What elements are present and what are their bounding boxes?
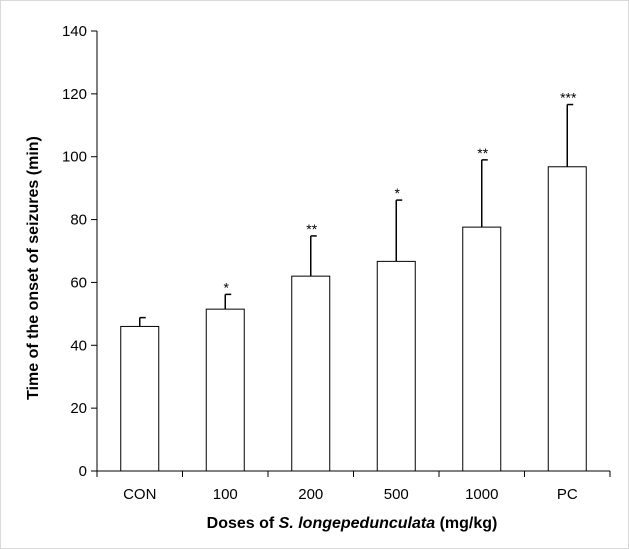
bar	[376, 260, 416, 472]
significance-marker: ***	[560, 90, 577, 106]
x-axis-title-species: S. longepedunculata	[279, 515, 436, 532]
bar	[120, 325, 160, 472]
x-axis-title-unit: (mg/kg)	[435, 515, 497, 532]
y-tick-label: 140	[62, 23, 87, 40]
bar	[547, 166, 587, 472]
x-axis-title-prefix: Doses of	[207, 515, 279, 532]
x-tick-label: 100	[213, 486, 238, 503]
x-tick-label: PC	[557, 486, 578, 503]
y-tick-label: 0	[79, 463, 87, 480]
bars-group	[120, 166, 587, 472]
significance-marker: *	[224, 279, 230, 295]
y-tick-label: 40	[70, 337, 87, 354]
x-tick-label: 200	[298, 486, 323, 503]
significance-marker: **	[306, 221, 317, 237]
y-tick-label: 80	[70, 212, 87, 229]
bar	[291, 275, 331, 472]
y-tick-label: 60	[70, 274, 87, 291]
error-bars-group	[139, 103, 574, 327]
x-tick-label: 1000	[465, 486, 498, 503]
y-axis-title: Time of the onset of seizures (min)	[25, 136, 42, 400]
y-tick-label: 120	[62, 86, 87, 103]
significance-marker: *	[395, 185, 401, 201]
bar	[205, 308, 245, 472]
significance-group: *********	[224, 90, 577, 296]
bar	[462, 226, 502, 472]
significance-marker: **	[477, 145, 488, 161]
y-tick-label: 20	[70, 400, 87, 417]
y-ticks-group: 0 20 40 60 80 100 120 140	[62, 23, 97, 480]
axes-group	[96, 31, 610, 472]
x-axis-title: Doses of S. longepedunculata (mg/kg)	[207, 515, 498, 532]
x-ticks-group: CON 100 200 500 1000 PC	[96, 471, 611, 503]
y-tick-label: 100	[62, 149, 87, 166]
x-tick-label: CON	[123, 486, 156, 503]
x-tick-label: 500	[384, 486, 409, 503]
